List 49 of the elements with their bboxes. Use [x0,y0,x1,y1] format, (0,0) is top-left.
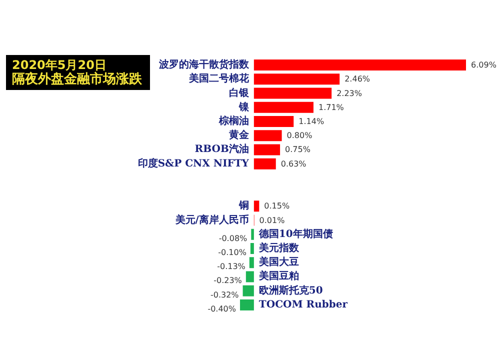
data-label: 6.09% [471,60,497,70]
data-label: 0.01% [259,216,286,225]
bar [254,200,260,212]
bar [249,257,254,268]
data-label: 0.63% [280,159,307,168]
bar [251,228,254,240]
y-tick-label: 镍 [238,100,250,113]
data-label: -0.10% [218,248,247,257]
y-tick-label: 欧洲斯托克50 [258,284,323,296]
bar [254,130,282,142]
y-tick-label: 波罗的海干散货指数 [158,58,250,71]
y-tick-label: 德国10年期国债 [258,228,333,240]
data-label: 1.71% [318,102,344,112]
data-label: 2.46% [344,74,370,84]
y-tick-label: 棕榈油 [218,115,249,127]
data-label: 0.80% [286,131,313,140]
y-tick-label: 美元指数 [258,242,300,254]
bar [254,144,280,156]
y-tick-label: 白银 [228,86,250,99]
data-label: -0.13% [217,262,246,272]
y-tick-label: 美元/离岸人民币 [174,214,249,226]
data-label: 2.23% [336,88,362,98]
y-tick-label: TOCOM Rubber [258,299,348,310]
bar [254,158,276,170]
y-tick-label: 美国二号棉花 [188,72,250,85]
bar [246,271,254,282]
bar [254,102,314,113]
bar [254,88,332,99]
bar [242,285,254,296]
bar [240,299,254,310]
text: 2020年5月20日 [12,58,106,72]
y-tick-label: 印度S&P CNX NIFTY [138,157,250,170]
y-tick-label: 美国豆粕 [258,270,299,282]
text: 隔夜外盘金融市场涨跌 [12,71,143,87]
bar [254,116,294,127]
y-tick-label: 黄金 [228,129,250,142]
data-label: 1.14% [298,117,324,126]
y-tick-label: 铜 [238,200,249,212]
data-label: -0.40% [208,304,236,314]
bar [254,74,340,85]
data-label: 0.15% [264,202,290,211]
data-label: -0.23% [214,276,242,286]
data-label: 0.75% [285,145,311,154]
bar [250,243,254,254]
y-tick-label: 美国大豆 [258,256,299,268]
data-label: -0.32% [210,290,240,300]
bar [254,60,466,71]
data-label: -0.08% [218,234,248,243]
y-tick-label: RBOB汽油 [194,143,249,156]
